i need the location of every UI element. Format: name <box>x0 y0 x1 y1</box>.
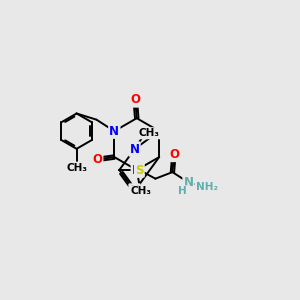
Text: CH₃: CH₃ <box>66 163 87 173</box>
Text: O: O <box>130 93 140 106</box>
Text: N: N <box>130 142 140 156</box>
Text: N: N <box>132 164 142 176</box>
Text: NH₂: NH₂ <box>196 182 218 192</box>
Text: O: O <box>169 148 179 161</box>
Text: S: S <box>135 164 144 176</box>
Text: CH₃: CH₃ <box>139 128 160 138</box>
Text: N: N <box>184 176 194 189</box>
Text: CH₃: CH₃ <box>131 186 152 196</box>
Text: H: H <box>178 186 186 196</box>
Text: O: O <box>92 153 102 166</box>
Text: N: N <box>109 125 119 138</box>
Text: N: N <box>130 184 140 197</box>
